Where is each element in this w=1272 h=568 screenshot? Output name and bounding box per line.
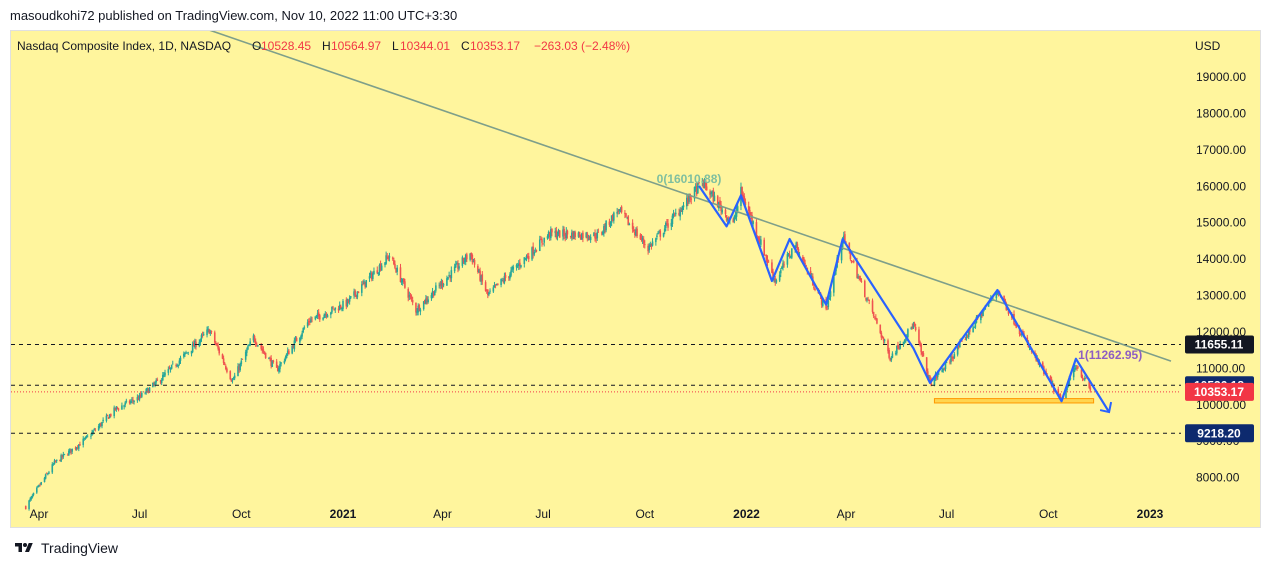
y-tick-label: 13000.00 — [1196, 289, 1246, 303]
x-tick-label: 2022 — [733, 507, 760, 521]
y-tick-label: 18000.00 — [1196, 106, 1246, 120]
x-tick-label: 2023 — [1137, 507, 1164, 521]
x-tick-label: Oct — [1039, 507, 1058, 521]
ohlc-c-value: 10353.17 — [470, 39, 520, 53]
ohlc-h-value: 10564.97 — [331, 39, 381, 53]
ohlc-l-value: 10344.01 — [400, 39, 450, 53]
level-price-badge — [1185, 424, 1254, 443]
y-tick-label: 8000.00 — [1196, 471, 1240, 485]
descending-trendline — [207, 28, 1172, 362]
y-tick-label: 17000.00 — [1196, 143, 1246, 157]
price-change: −263.03 (−2.48%) — [534, 39, 630, 53]
price-scale: 8000.009000.0010000.0011000.0012000.0013… — [30, 70, 1247, 521]
publisher-caption: masoudkohi72 published on TradingView.co… — [10, 8, 458, 23]
level-price-label: 9218.20 — [1197, 426, 1241, 440]
legend: Nasdaq Composite Index, 1D, NASDAQ O 105… — [17, 39, 1221, 53]
drawing-tools: 0(16010.88) 1(11262.95) — [131, 0, 1172, 414]
tradingview-logo-icon — [15, 543, 33, 552]
ohlc-h-label: H — [322, 39, 331, 53]
ohlc-o-value: 10528.45 — [261, 39, 311, 53]
last-price-label: 10353.17 — [1194, 385, 1244, 399]
ohlc-o-label: O — [252, 39, 261, 53]
level-price-badge — [1185, 335, 1254, 354]
y-tick-label: 10000.00 — [1196, 398, 1246, 412]
price-chart[interactable]: 8000.009000.0010000.0011000.0012000.0013… — [11, 0, 1262, 529]
x-tick-label: Jul — [939, 507, 954, 521]
chart-area[interactable]: 8000.009000.0010000.0011000.0012000.0013… — [10, 0, 1262, 529]
y-tick-label: 19000.00 — [1196, 70, 1246, 84]
y-tick-label: 16000.00 — [1196, 179, 1246, 193]
y-tick-label: 12000.00 — [1196, 325, 1246, 339]
x-tick-label: Oct — [232, 507, 251, 521]
support-zone — [933, 398, 1095, 404]
x-tick-label: Jul — [132, 507, 147, 521]
arrow-head-icon — [1099, 401, 1113, 414]
last-price-badge — [1185, 382, 1254, 401]
level-price-label: 11655.11 — [1195, 338, 1244, 352]
tradingview-footer[interactable]: TradingView — [12, 540, 118, 556]
x-tick-label: Jul — [535, 507, 550, 521]
symbol-name: Nasdaq Composite Index, 1D, NASDAQ — [17, 39, 231, 53]
tradingview-brand: TradingView — [41, 540, 119, 556]
ohlc-c-label: C — [461, 39, 470, 53]
currency-label: USD — [1195, 39, 1221, 53]
x-tick-label: 2021 — [330, 507, 357, 521]
x-tick-label: Oct — [635, 507, 654, 521]
y-tick-label: 11000.00 — [1196, 361, 1245, 375]
fib-annotation: 1(11262.95) — [1078, 348, 1142, 362]
x-tick-label: Apr — [837, 507, 856, 521]
fib-annotation: 0(16010.88) — [657, 172, 722, 186]
ohlc-l-label: L — [392, 39, 399, 53]
y-tick-label: 14000.00 — [1196, 252, 1246, 266]
x-tick-label: Apr — [433, 507, 452, 521]
y-tick-label: 15000.00 — [1196, 216, 1246, 230]
x-tick-label: Apr — [30, 507, 49, 521]
wave-pattern-line — [698, 185, 1111, 413]
